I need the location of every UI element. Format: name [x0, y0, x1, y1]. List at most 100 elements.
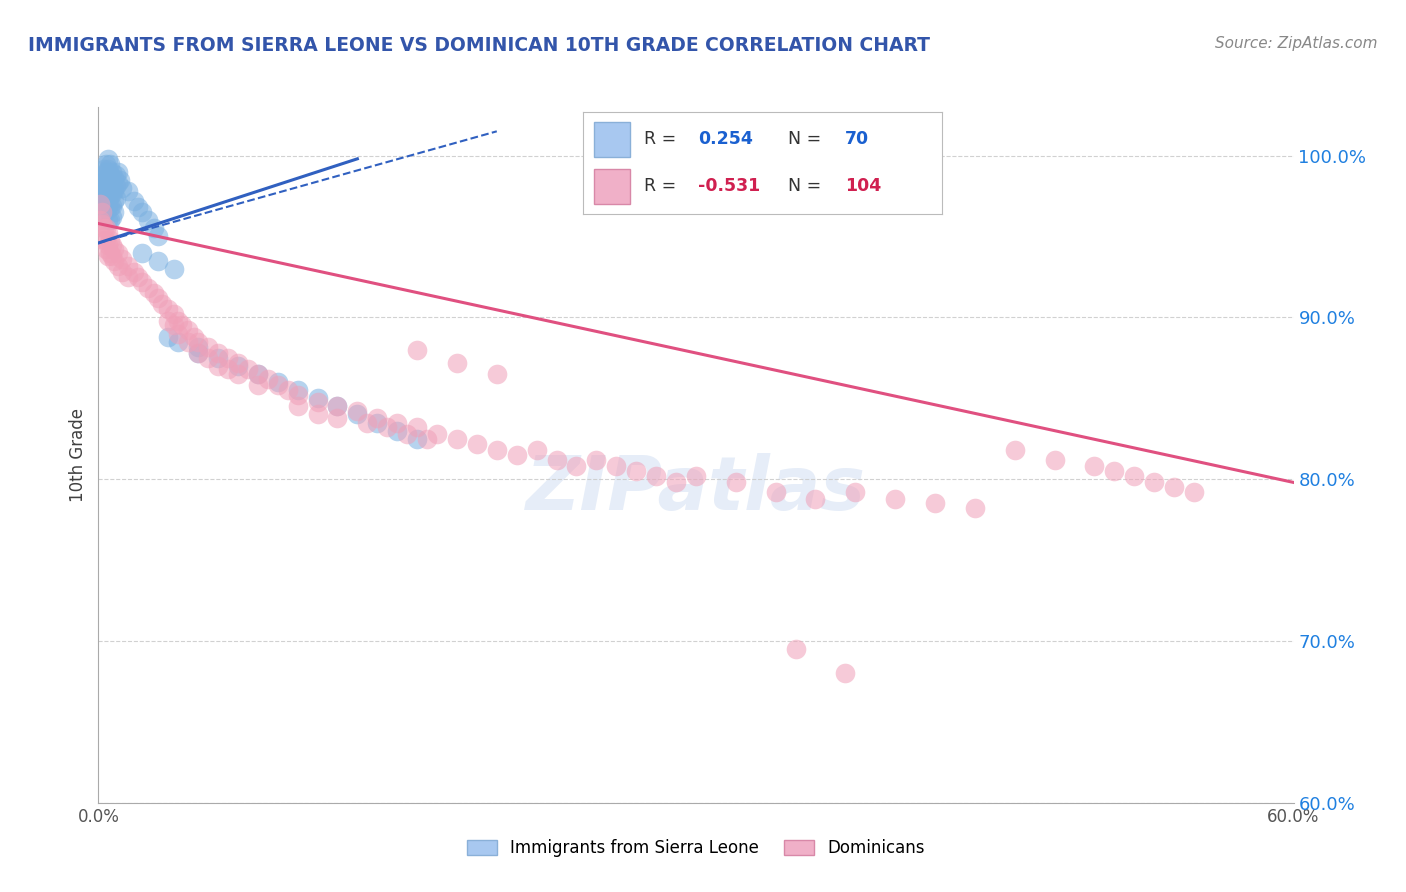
Point: [148, 291, 170, 305]
Point: [406, 420, 429, 434]
Point: [366, 416, 388, 430]
Point: [93, 233, 115, 247]
Point: [356, 416, 378, 430]
Point: [207, 351, 229, 365]
Point: [107, 245, 129, 260]
Point: [187, 346, 209, 360]
Point: [226, 367, 249, 381]
Point: [187, 346, 209, 360]
Point: [207, 359, 229, 373]
Point: [111, 265, 134, 279]
Point: [89, 197, 111, 211]
Point: [385, 416, 409, 430]
Point: [91, 197, 114, 211]
Point: [177, 323, 200, 337]
Point: [131, 205, 153, 219]
Point: [163, 307, 186, 321]
Text: R =: R =: [644, 178, 682, 195]
Point: [416, 432, 439, 446]
Point: [136, 213, 159, 227]
Point: [131, 245, 153, 260]
Point: [98, 200, 122, 214]
Point: [187, 334, 209, 349]
Point: [96, 194, 118, 208]
Point: [665, 475, 688, 490]
Point: [93, 168, 115, 182]
Point: [724, 475, 747, 490]
Point: [163, 318, 186, 333]
Point: [101, 176, 124, 190]
Point: [150, 297, 173, 311]
Point: [236, 362, 259, 376]
Point: [605, 459, 627, 474]
Point: [884, 491, 907, 506]
Point: [187, 339, 209, 353]
Point: [117, 184, 139, 198]
Point: [217, 351, 239, 365]
Point: [96, 156, 118, 170]
Point: [963, 501, 986, 516]
Point: [307, 394, 329, 409]
Point: [685, 469, 707, 483]
Point: [326, 400, 349, 414]
Point: [1083, 459, 1105, 474]
Point: [98, 233, 122, 247]
Point: [446, 356, 468, 370]
Point: [375, 420, 398, 434]
Point: [97, 200, 120, 214]
Point: [110, 173, 132, 187]
Point: [103, 194, 125, 208]
Point: [101, 199, 124, 213]
Point: [765, 485, 787, 500]
Point: [157, 313, 180, 327]
Point: [127, 200, 149, 214]
Point: [226, 356, 249, 370]
Point: [157, 302, 180, 317]
Point: [485, 443, 508, 458]
Point: [506, 448, 529, 462]
Point: [526, 443, 548, 458]
Point: [267, 378, 290, 392]
Point: [111, 181, 134, 195]
Point: [167, 334, 190, 349]
Point: [287, 388, 309, 402]
Point: [96, 243, 118, 257]
Bar: [595, 169, 630, 204]
Point: [96, 205, 118, 219]
Point: [97, 213, 120, 227]
Point: [804, 491, 827, 506]
Point: [406, 343, 429, 357]
Legend: Immigrants from Sierra Leone, Dominicans: Immigrants from Sierra Leone, Dominicans: [460, 833, 932, 864]
Point: [1104, 464, 1126, 478]
Point: [645, 469, 668, 483]
Point: [93, 200, 115, 214]
Point: [565, 459, 588, 474]
Point: [107, 259, 129, 273]
Point: [117, 269, 139, 284]
Point: [177, 334, 200, 349]
Point: [485, 367, 508, 381]
Point: [97, 171, 120, 186]
Point: [277, 383, 299, 397]
Point: [287, 400, 309, 414]
Text: 70: 70: [845, 130, 869, 148]
Point: [396, 426, 419, 441]
Point: [105, 168, 128, 182]
Point: [197, 339, 219, 353]
Point: [98, 189, 122, 203]
Point: [97, 249, 120, 263]
Point: [117, 259, 139, 273]
Point: [124, 265, 146, 279]
Point: [246, 367, 269, 381]
Point: [844, 485, 866, 500]
Point: [1163, 480, 1185, 494]
Point: [546, 452, 568, 467]
Point: [446, 432, 468, 446]
Point: [1123, 469, 1146, 483]
Point: [127, 269, 149, 284]
Point: [256, 372, 278, 386]
Point: [96, 173, 118, 187]
Point: [93, 221, 115, 235]
Point: [346, 404, 368, 418]
Point: [924, 496, 946, 510]
